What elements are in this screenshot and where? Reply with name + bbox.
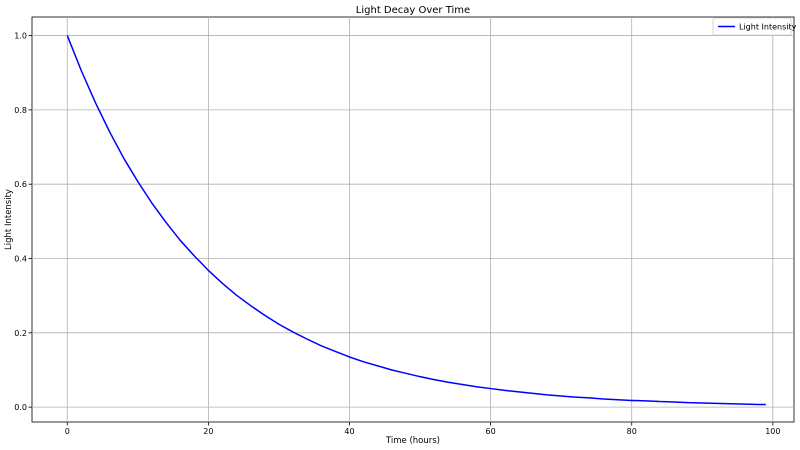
y-tick-label: 0.4 bbox=[14, 255, 27, 264]
y-tick-label: 0.8 bbox=[14, 106, 27, 115]
x-tick-label: 0 bbox=[65, 427, 70, 436]
chart-title: Light Decay Over Time bbox=[356, 5, 470, 16]
y-tick-label: 1.0 bbox=[14, 32, 27, 41]
series-line bbox=[66, 35, 766, 406]
x-tick-label: 60 bbox=[486, 427, 496, 436]
series-layer bbox=[66, 35, 766, 406]
x-tick-label: 100 bbox=[765, 427, 780, 436]
x-axis-ticks: 0 20 40 60 80 100 bbox=[65, 422, 780, 436]
legend-label: Light Intensity bbox=[739, 23, 797, 32]
legend: Light Intensity bbox=[712, 17, 797, 36]
y-tick-label: 0.0 bbox=[14, 403, 27, 412]
y-tick-label: 0.6 bbox=[14, 180, 27, 189]
grid bbox=[32, 17, 794, 422]
y-tick-label: 0.2 bbox=[14, 329, 27, 338]
y-axis-ticks: 0.0 0.2 0.4 0.6 0.8 1.0 bbox=[14, 32, 32, 412]
plot-area bbox=[31, 16, 795, 423]
y-axis-label: Light Intensity bbox=[4, 189, 14, 250]
x-axis-label: Time (hours) bbox=[385, 436, 440, 446]
x-tick-label: 20 bbox=[203, 427, 213, 436]
x-tick-label: 80 bbox=[627, 427, 637, 436]
legend-box bbox=[712, 17, 792, 36]
x-tick-label: 40 bbox=[344, 427, 354, 436]
